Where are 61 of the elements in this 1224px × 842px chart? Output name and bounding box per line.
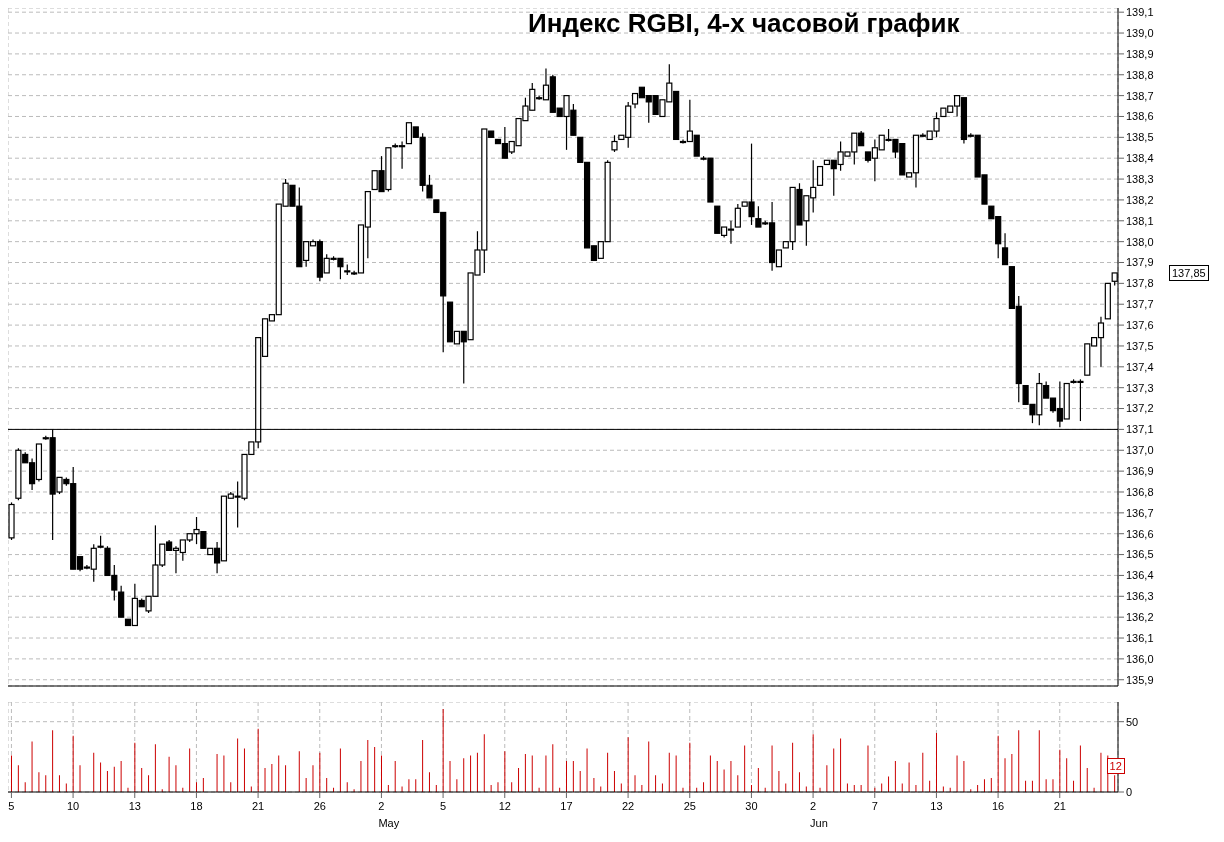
y-tick-label: 137,9	[1126, 256, 1154, 269]
y-tick-label: 136,7	[1126, 506, 1154, 519]
text: Jun	[810, 817, 828, 829]
y-tick-label: 136,6	[1126, 527, 1154, 540]
y-tick-label: 137,8	[1126, 277, 1154, 290]
y-tick-label: 138,5	[1126, 131, 1154, 144]
y-tick-label: 137,5	[1126, 339, 1154, 352]
y-tick-label: 136,9	[1126, 465, 1154, 478]
y-tick-label: 136,0	[1126, 652, 1154, 665]
x-tick-label: 5	[440, 800, 447, 812]
x-tick-label: 10	[66, 800, 80, 812]
y-tick-label: 136,1	[1126, 631, 1154, 644]
y-tick-label: 138,2	[1126, 193, 1154, 206]
x-tick-label: 16	[991, 800, 1005, 812]
y-tick-label: 137,2	[1126, 402, 1154, 415]
data-label: 12	[1106, 758, 1125, 775]
x-tick-label: 7	[871, 800, 878, 812]
y-tick-label: 137,4	[1126, 360, 1154, 373]
candlestick	[1001, 232, 1009, 266]
x-tick-label: 5	[8, 800, 15, 812]
y-tick-label: 138,3	[1126, 172, 1154, 185]
text: 137,85	[1169, 264, 1209, 281]
x-tick-label: 26	[313, 800, 326, 812]
y-tick-label: 136,4	[1126, 569, 1154, 582]
x-tick-label: 2	[378, 800, 385, 812]
y-tick-label: 139,1	[1126, 6, 1154, 19]
x-tick-label: 13	[930, 800, 943, 812]
x-tick-label: 30	[745, 800, 758, 812]
x-tick-label: 21	[1053, 800, 1066, 812]
y-tick-label: 138,1	[1126, 214, 1154, 227]
y-tick-label: 136,3	[1126, 590, 1154, 603]
y-tick-label: 138,8	[1126, 68, 1154, 81]
candlestick	[734, 203, 741, 228]
y-tick-label: 136,5	[1126, 548, 1154, 561]
y-tick-label: 136,2	[1126, 611, 1154, 624]
y-tick-label: 0	[1126, 785, 1133, 798]
x-tick-label: 12	[498, 800, 511, 812]
y-tick-label: 138,0	[1126, 235, 1154, 248]
y-tick-label: 137,3	[1126, 381, 1154, 394]
y-tick-label: 136,8	[1126, 485, 1154, 498]
x-tick-label: 17	[560, 800, 573, 812]
y-tick-label: 138,9	[1126, 47, 1154, 60]
x-tick-label: 13	[128, 800, 141, 812]
x-tick-label: 2	[810, 800, 817, 812]
y-tick-label: 137,0	[1126, 444, 1154, 457]
candlestick	[816, 165, 824, 186]
y-tick-label: 138,6	[1126, 110, 1154, 123]
x-tick-label: 25	[683, 800, 696, 812]
x-tick-label: 21	[251, 800, 265, 812]
y-tick-label: 138,4	[1126, 152, 1154, 165]
y-tick-label: 50	[1126, 715, 1139, 728]
y-tick-label: 137,7	[1126, 298, 1154, 311]
x-tick-label: 18	[190, 800, 203, 812]
text: May	[378, 817, 400, 829]
y-tick-label: 139,0	[1126, 26, 1154, 39]
y-tick-label: 137,1	[1126, 423, 1154, 436]
chart-title: Индекс RGBI, 4-х часовой график	[528, 8, 960, 39]
x-tick-label: 22	[621, 800, 635, 812]
y-tick-label: 138,7	[1126, 89, 1154, 102]
y-tick-label: 137,6	[1126, 319, 1154, 331]
y-tick-label: 135,9	[1126, 673, 1154, 686]
